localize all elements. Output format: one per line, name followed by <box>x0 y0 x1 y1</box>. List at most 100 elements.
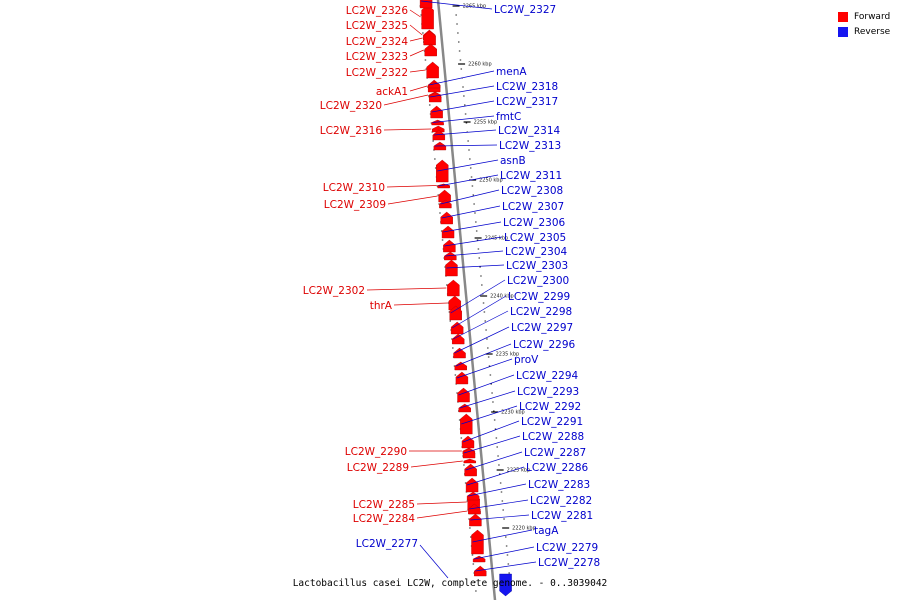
forward-gene-26 <box>464 463 477 477</box>
forward-gene-11 <box>441 225 455 239</box>
reverse-leader-14 <box>446 264 505 269</box>
reverse-leader-7 <box>437 159 499 172</box>
reverse-leader-4 <box>432 115 495 123</box>
reverse-gene-label-18: LC2W_2297 <box>511 322 573 334</box>
legend-reverse: Reverse <box>838 24 890 39</box>
reverse-gene-label-28: LC2W_2283 <box>528 479 590 491</box>
reverse-gene-label-17: LC2W_2298 <box>510 306 572 318</box>
forward-gene-0 <box>421 4 434 30</box>
forward-gene-3 <box>424 43 437 57</box>
scale-tick-label: 2230 kbp <box>501 410 525 416</box>
reverse-leader-24 <box>462 420 520 443</box>
reverse-leader-6 <box>434 144 498 147</box>
forward-gene-label-10: LC2W_2302 <box>303 285 365 297</box>
reverse-gene-label-23: LC2W_2292 <box>519 401 581 413</box>
reverse-gene-label-26: LC2W_2287 <box>524 447 586 459</box>
reverse-gene-label-34: LC2W_2277 <box>356 538 418 550</box>
reverse-leader-12 <box>444 236 503 247</box>
forward-gene-18 <box>453 347 466 359</box>
reverse-gene-label-25: LC2W_2288 <box>522 431 584 443</box>
reverse-gene-label-24: LC2W_2291 <box>521 416 583 428</box>
forward-gene-12 <box>443 239 456 253</box>
scale-tick-label: 2235 kbp <box>496 352 520 358</box>
forward-gene-16 <box>450 321 464 335</box>
forward-gene-9 <box>438 189 451 203</box>
reverse-leader-27 <box>466 466 525 486</box>
reverse-leader-31 <box>472 529 533 543</box>
forward-gene-label-8: LC2W_2310 <box>323 182 385 194</box>
scale-tick-label: 2225 kbp <box>507 468 531 474</box>
reverse-leader-17 <box>453 310 509 340</box>
forward-gene-33 <box>474 565 487 577</box>
forward-gene-label-12: LC2W_2290 <box>345 446 407 458</box>
forward-gene-2 <box>429 91 442 103</box>
forward-leader-0 <box>409 9 421 18</box>
reverse-gene-label-7: asnB <box>500 155 526 167</box>
forward-gene-10 <box>447 279 460 297</box>
reverse-gene-34 <box>499 573 512 597</box>
forward-gene-3 <box>430 105 443 119</box>
forward-leader-2 <box>409 37 423 42</box>
reverse-gene-label-29: LC2W_2282 <box>530 495 592 507</box>
reverse-leader-22 <box>459 390 516 409</box>
reverse-leader-18 <box>454 326 510 354</box>
reverse-leader-25 <box>463 435 521 454</box>
reverse-gene-label-20: proV <box>514 354 539 366</box>
scale-tick-label: 2260 kbp <box>468 62 492 68</box>
forward-gene-19 <box>454 361 467 371</box>
reverse-gene-label-27: LC2W_2286 <box>526 462 589 474</box>
legend-forward: Forward <box>838 9 890 24</box>
forward-gene-label-5: ackA1 <box>376 86 408 98</box>
forward-gene-29 <box>468 503 481 515</box>
reverse-gene-label-5: LC2W_2314 <box>498 125 561 137</box>
forward-leader-6 <box>383 94 429 106</box>
reverse-gene-label-33: LC2W_2278 <box>538 557 600 569</box>
legend-forward-label: Forward <box>854 11 891 22</box>
reverse-gene-label-14: LC2W_2303 <box>506 260 568 272</box>
forward-gene-13 <box>463 458 476 464</box>
reverse-gene-label-8: LC2W_2311 <box>500 170 562 182</box>
forward-gene-label-15: LC2W_2284 <box>353 513 416 525</box>
forward-leader-7 <box>383 128 432 131</box>
forward-leader-14 <box>416 501 467 505</box>
forward-leader-8 <box>386 185 437 188</box>
forward-gene-label-1: LC2W_2325 <box>346 20 408 32</box>
reverse-gene-label-13: LC2W_2304 <box>505 246 568 258</box>
scale-tick-label: 2255 kbp <box>474 120 498 126</box>
reverse-leader-21 <box>458 374 515 396</box>
forward-gene-label-11: thrA <box>370 300 393 312</box>
reverse-leader-8 <box>438 174 499 187</box>
reverse-leader-30 <box>470 514 530 521</box>
reverse-gene-label-2: LC2W_2318 <box>496 81 558 93</box>
reverse-gene-label-22: LC2W_2293 <box>517 386 579 398</box>
legend-reverse-label: Reverse <box>854 26 891 37</box>
reverse-leader-9 <box>440 189 500 205</box>
reverse-leader-34 <box>419 544 449 579</box>
reverse-gene-label-4: fmtC <box>496 111 521 123</box>
forward-gene-23 <box>460 413 473 435</box>
forward-gene-27 <box>465 477 479 493</box>
reverse-gene-label-32: LC2W_2279 <box>536 542 598 554</box>
forward-gene-4 <box>431 119 444 126</box>
forward-gene-7 <box>436 159 449 183</box>
reverse-leader-0 <box>421 0 493 10</box>
forward-leader-13 <box>410 460 463 468</box>
forward-gene-10 <box>440 211 453 225</box>
forward-gene-label-7: LC2W_2316 <box>320 125 383 137</box>
reverse-leader-20 <box>456 358 513 379</box>
reverse-gene-label-10: LC2W_2307 <box>502 201 564 213</box>
forward-gene-30 <box>469 513 482 527</box>
reverse-leader-1 <box>429 70 495 86</box>
reverse-gene-label-6: LC2W_2313 <box>499 140 561 152</box>
reverse-leader-23 <box>461 405 518 425</box>
forward-leader-10 <box>366 287 447 291</box>
forward-gene-17 <box>452 333 465 345</box>
forward-gene-13 <box>444 251 457 261</box>
forward-gene-21 <box>457 387 470 403</box>
forward-gene-2 <box>423 30 436 46</box>
reverse-leader-16 <box>451 295 507 329</box>
forward-gene-label-13: LC2W_2289 <box>347 462 409 474</box>
forward-leader-1 <box>409 24 423 36</box>
